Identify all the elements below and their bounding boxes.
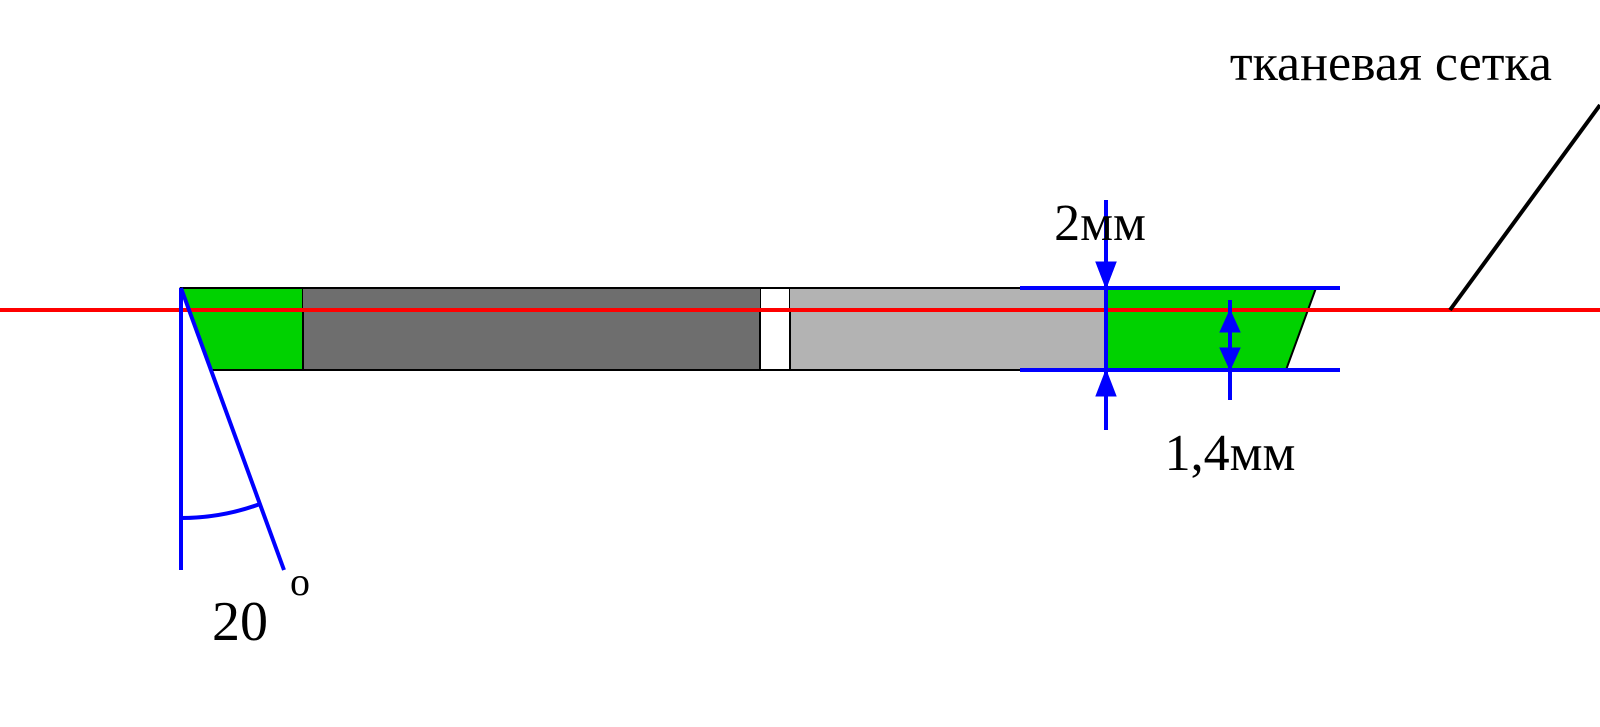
dim-arrow (1096, 262, 1116, 288)
dark-grey-top-strip (303, 288, 760, 310)
right-chamfer (1106, 288, 1316, 370)
label-degree: о (290, 559, 310, 604)
label-1-4mm: 1,4мм (1165, 425, 1296, 482)
mesh-callout-line (1450, 105, 1600, 310)
top-notch (760, 288, 790, 310)
label-mesh: тканевая сетка (1230, 35, 1552, 92)
label-2mm: 2мм (1054, 195, 1146, 252)
angle-arc (181, 504, 260, 518)
light-grey-top-strip (790, 288, 1106, 310)
dim-arrow (1096, 370, 1116, 396)
left-chamfer (181, 288, 303, 370)
label-angle: 20 (212, 591, 268, 653)
